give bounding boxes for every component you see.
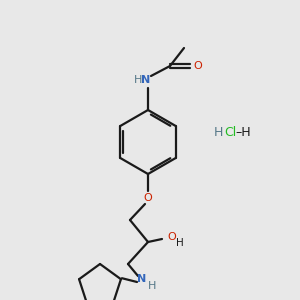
Text: O: O xyxy=(194,61,202,71)
Text: H: H xyxy=(134,75,142,85)
Text: N: N xyxy=(137,274,147,284)
Text: O: O xyxy=(168,232,176,242)
Text: –H: –H xyxy=(235,125,251,139)
Text: H: H xyxy=(148,281,156,291)
Text: Cl: Cl xyxy=(224,125,236,139)
Text: O: O xyxy=(144,193,152,203)
Text: N: N xyxy=(141,75,151,85)
Text: H: H xyxy=(213,125,223,139)
Text: H: H xyxy=(176,238,184,248)
